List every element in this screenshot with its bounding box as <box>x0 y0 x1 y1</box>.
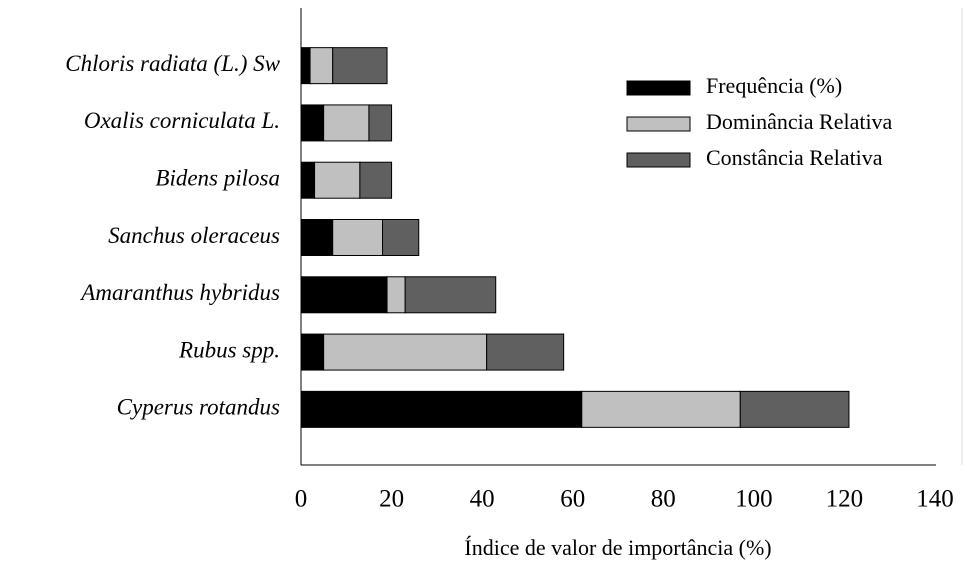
legend-label: Constância Relativa <box>706 145 883 170</box>
bar-segment <box>300 219 334 256</box>
legend-label: Dominância Relativa <box>706 109 893 134</box>
bar-segment <box>323 333 488 371</box>
x-tick-label: 140 <box>916 486 954 513</box>
bar-segment <box>300 390 583 428</box>
bar-segment <box>300 104 325 142</box>
bar-segment <box>309 47 334 85</box>
bar-segment <box>739 390 850 428</box>
x-tick-label: 40 <box>470 486 495 513</box>
x-tick-label: 60 <box>560 486 585 513</box>
x-tick-label: 80 <box>651 486 676 513</box>
legend-swatch <box>626 116 691 132</box>
bar-segment <box>323 104 370 142</box>
bar-segment <box>332 219 384 256</box>
y-tick-label: Chloris radiata (L.) Sw <box>65 51 280 76</box>
bar-segment <box>300 333 325 371</box>
bar-segment <box>300 161 316 199</box>
y-tick-label: Sanchus oleraceus <box>108 223 280 248</box>
y-tick-label: Oxalis corniculata L. <box>84 108 280 133</box>
bar-segment <box>368 104 393 142</box>
bar-segment <box>486 333 565 371</box>
x-tick-label: 0 <box>295 486 308 513</box>
x-tick-label: 120 <box>826 486 864 513</box>
x-tick-label: 20 <box>379 486 404 513</box>
y-tick-label: Rubus spp. <box>178 337 280 362</box>
bar-segment <box>314 161 361 199</box>
x-axis-label: Índice de valor de importância (%) <box>464 535 771 560</box>
bar-segment <box>581 390 741 428</box>
legend-label: Frequência (%) <box>706 73 842 98</box>
bar-segment <box>332 47 388 85</box>
legend-swatch <box>626 152 691 168</box>
y-tick-label: Bidens pilosa <box>155 165 280 190</box>
bar-segment <box>404 276 497 314</box>
y-tick-label: Cyperus rotandus <box>117 395 280 420</box>
bar-segment <box>382 219 420 256</box>
bar-segment <box>300 276 388 314</box>
bar-segment <box>359 161 393 199</box>
bar-segment <box>300 47 311 85</box>
legend-swatch <box>626 80 691 96</box>
x-tick-label: 100 <box>735 486 773 513</box>
y-tick-label: Amaranthus hybridus <box>79 280 280 305</box>
bar-segment <box>386 276 406 314</box>
